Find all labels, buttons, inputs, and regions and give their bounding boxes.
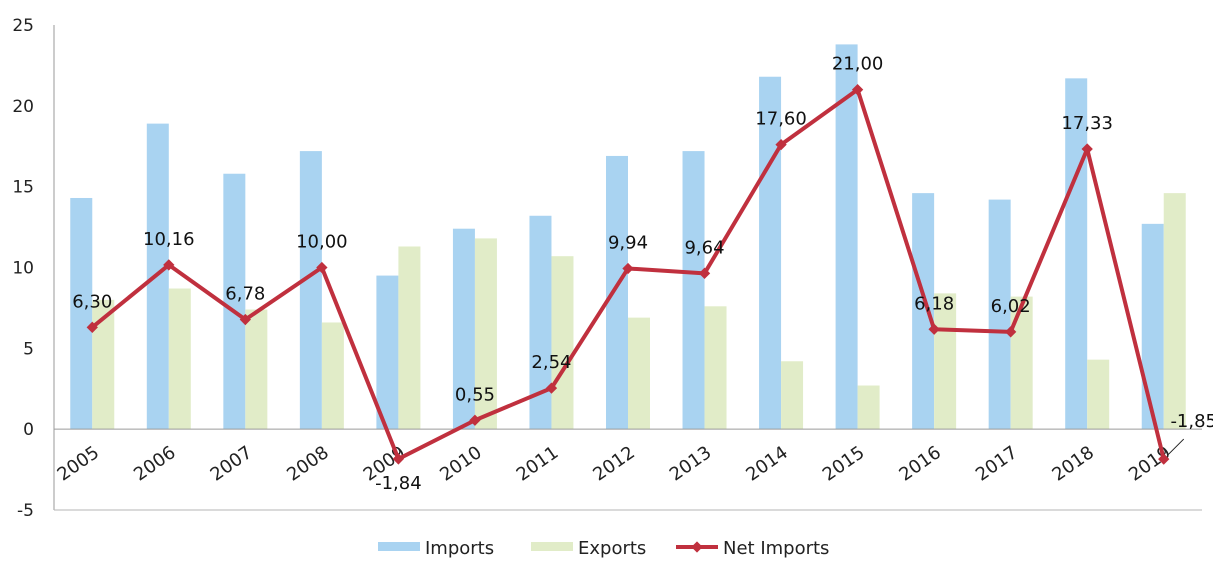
exports-bar: [245, 309, 268, 430]
imports-bar: [835, 44, 858, 430]
net-imports-marker: [775, 138, 787, 151]
x-tick-label: 2013: [666, 442, 716, 485]
x-tick-label: 2006: [130, 442, 180, 485]
exports-bar: [934, 293, 957, 430]
exports-bar: [321, 322, 344, 430]
net-imports-data-label: 10,16: [143, 229, 195, 250]
net-imports-data-label: 6,02: [991, 296, 1031, 317]
x-tick-label: 2018: [1048, 442, 1098, 485]
y-tick-labels: -5 0 5 10 15 20 25: [12, 16, 34, 521]
x-tick-label: 2005: [54, 442, 104, 485]
exports-bar: [474, 238, 497, 430]
net-imports-marker: [1081, 143, 1093, 155]
exports-bar: [1087, 359, 1110, 430]
data-labels-layer: 6,30 10,16 6,78 10,00 -1,84 0,55 2,54 9,94 9,64 1…: [72, 54, 1213, 494]
net-imports-marker: [698, 267, 711, 279]
net-imports-data-label: 17,33: [1061, 113, 1113, 134]
y-tick-label: 5: [23, 339, 34, 359]
exports-bar: [1010, 296, 1033, 430]
imports-bar: [682, 151, 705, 430]
y-tick-label: 0: [23, 420, 34, 440]
x-tick-label: 2012: [589, 442, 639, 485]
x-tick-label: 2015: [819, 442, 869, 485]
legend-marker-net-imports: [691, 541, 703, 553]
legend-label-net-imports: Net Imports: [723, 538, 829, 559]
imports-bar: [988, 199, 1011, 430]
net-imports-marker: [1005, 326, 1017, 338]
y-tick-label: 15: [12, 178, 34, 198]
net-imports-data-label: 9,94: [608, 232, 648, 253]
imports-bar: [759, 76, 782, 430]
net-imports-marker: [928, 323, 940, 335]
y-tick-label: 25: [12, 16, 34, 36]
bars-layer: [70, 44, 1186, 430]
net-imports-data-label: -1,85: [1170, 411, 1213, 432]
net-imports-marker: [469, 414, 481, 426]
net-imports-marker: [163, 259, 175, 271]
legend-swatch-imports: [378, 542, 420, 551]
imports-bar: [452, 228, 475, 430]
imports-bar: [299, 151, 322, 430]
exports-bar: [857, 385, 880, 430]
x-tick-label: 2019: [1125, 442, 1175, 485]
net-imports-marker: [622, 262, 634, 275]
imports-bar: [1141, 223, 1164, 430]
legend-swatch-exports: [531, 542, 573, 551]
imports-bar: [529, 215, 552, 430]
imports-bar: [70, 197, 93, 430]
net-imports-data-label: -1,84: [375, 473, 422, 494]
net-imports-data-label: 9,64: [684, 237, 724, 258]
data-label-leader: [1167, 438, 1185, 456]
net-imports-marker: [1158, 453, 1170, 465]
imports-bar: [912, 193, 935, 430]
exports-bar: [168, 288, 191, 430]
net-imports-data-label: 6,18: [914, 293, 954, 314]
x-tick-label: 2011: [513, 442, 563, 485]
x-tick-label: 2008: [283, 442, 333, 485]
legend-label-exports: Exports: [578, 538, 646, 559]
imports-bar: [606, 155, 628, 430]
x-tick-label: 2017: [972, 442, 1022, 485]
legend-label-imports: Imports: [425, 538, 494, 559]
net-imports-data-label: 10,00: [296, 232, 348, 253]
imports-bar: [376, 275, 399, 430]
exports-bar: [628, 317, 650, 430]
net-imports-data-label: 21,00: [832, 54, 884, 75]
net-imports-data-label: 0,55: [455, 384, 495, 405]
y-tick-label: -5: [17, 501, 34, 521]
net-imports-marker: [392, 453, 405, 465]
net-imports-data-label: 6,78: [225, 284, 265, 305]
exports-bar: [781, 361, 804, 430]
net-imports-marker: [545, 382, 558, 394]
net-imports-marker: [239, 313, 251, 326]
legend: Imports Exports Net Imports: [378, 538, 829, 559]
exports-bar: [398, 246, 421, 430]
exports-bar: [704, 306, 727, 430]
y-tick-label: 10: [12, 259, 34, 279]
exports-bar: [551, 256, 574, 430]
x-tick-labels: 2005 2006 2007 2008 2009 2010 2011 2012 2013 2014…: [54, 442, 1175, 485]
net-imports-data-label: 17,60: [755, 109, 807, 130]
net-imports-data-label: 6,30: [72, 291, 112, 312]
net-imports-data-label: 2,54: [531, 352, 571, 373]
exports-bar: [92, 299, 115, 430]
exports-bar: [1163, 193, 1186, 430]
x-tick-label: 2007: [207, 442, 257, 485]
net-imports-marker: [316, 261, 328, 274]
x-tick-label: 2016: [895, 442, 945, 485]
imports-bar: [223, 173, 246, 430]
y-tick-label: 20: [12, 97, 34, 117]
x-tick-label: 2010: [436, 442, 486, 485]
axes-layer: [53, 25, 1202, 511]
x-tick-label: 2014: [742, 442, 792, 485]
